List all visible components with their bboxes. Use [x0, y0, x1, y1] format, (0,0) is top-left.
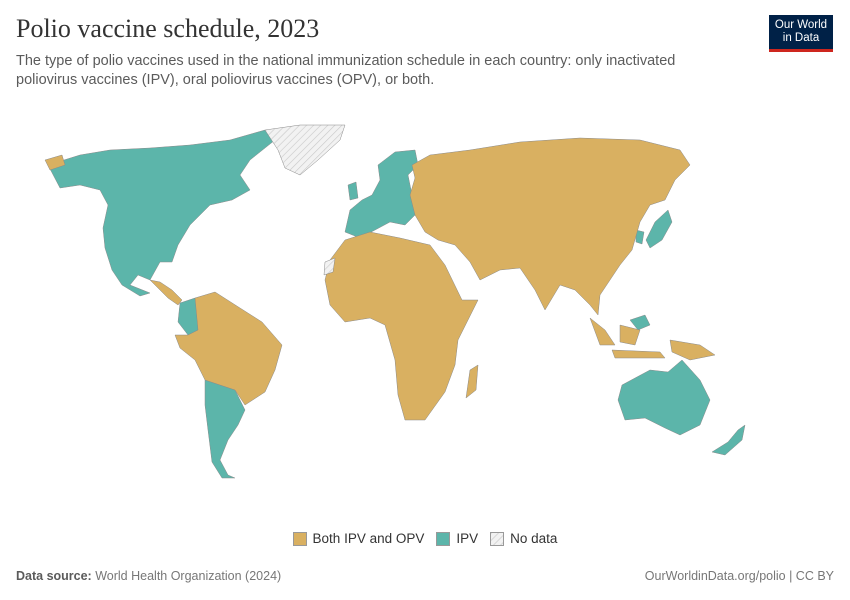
- swatch-no-data: [490, 531, 505, 546]
- region-western-sahara-no-data[interactable]: [323, 257, 336, 276]
- swatch-ipv: [436, 531, 451, 546]
- region-russia-asia[interactable]: [409, 137, 691, 316]
- region-japan-korea[interactable]: [635, 209, 673, 249]
- legend-item-both[interactable]: Both IPV and OPV: [292, 531, 425, 546]
- region-south-america[interactable]: [174, 291, 283, 406]
- source-label: Data source:: [16, 569, 92, 583]
- region-uk[interactable]: [347, 181, 359, 201]
- region-central-america[interactable]: [149, 279, 183, 306]
- legend-label: Both IPV and OPV: [312, 531, 425, 546]
- region-greenland-no-data[interactable]: [264, 124, 346, 176]
- region-madagascar[interactable]: [465, 364, 479, 399]
- region-malaysia[interactable]: [629, 314, 651, 331]
- ipv-countries: [47, 129, 746, 479]
- region-africa[interactable]: [324, 231, 479, 421]
- data-source: Data source: World Health Organization (…: [16, 569, 281, 583]
- logo-line2: in Data: [782, 32, 820, 44]
- region-new-zealand[interactable]: [711, 424, 746, 456]
- page-title: Polio vaccine schedule, 2023: [16, 14, 320, 43]
- legend-label: No data: [510, 531, 558, 546]
- footer-url[interactable]: OurWorldinData.org/polio | CC BY: [644, 569, 834, 583]
- page-subtitle: The type of polio vaccines used in the n…: [16, 53, 676, 88]
- region-southern-cone[interactable]: [204, 379, 246, 479]
- region-alaska[interactable]: [44, 154, 66, 171]
- both-countries: [44, 137, 716, 421]
- legend-item-no-data[interactable]: No data: [490, 531, 557, 546]
- legend: Both IPV and OPV IPV No data: [0, 531, 850, 546]
- region-north-america[interactable]: [47, 129, 276, 297]
- owid-logo[interactable]: Our World in Data: [769, 15, 833, 52]
- legend-label: IPV: [456, 531, 479, 546]
- world-map: [44, 124, 746, 479]
- logo-line1: Our World: [774, 19, 828, 31]
- legend-item-ipv[interactable]: IPV: [436, 531, 478, 546]
- source-link[interactable]: World Health Organization (2024): [95, 569, 282, 583]
- region-australia[interactable]: [617, 359, 711, 436]
- region-indonesia[interactable]: [589, 317, 716, 361]
- swatch-both: [292, 531, 307, 546]
